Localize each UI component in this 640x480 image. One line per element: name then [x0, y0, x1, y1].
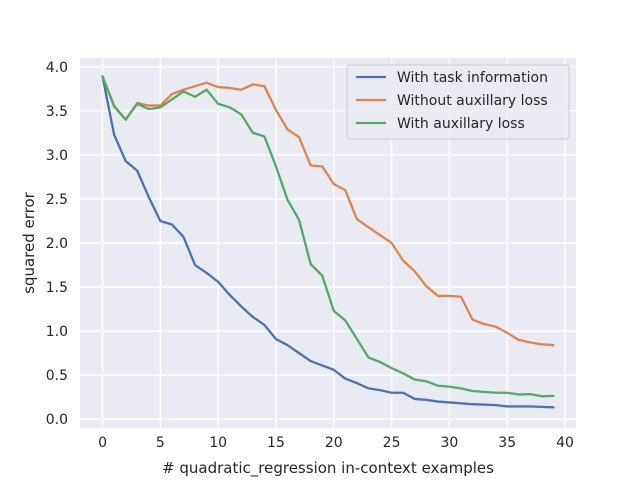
series-line-1: [101, 75, 555, 409]
y-axis-label: squared error: [20, 191, 38, 294]
tick-labels: 0 5 10 15 20 25 30 35 40 0.0 0.5 1.0 1.5 2.0 2.5 3.0 3.5…: [46, 60, 574, 451]
x-tick-label: 40: [556, 435, 574, 451]
y-tick-label: 4.0: [46, 60, 68, 76]
y-tick-label: 1.5: [46, 280, 68, 296]
x-tick-label: 0: [98, 435, 107, 451]
x-tick-label: 10: [209, 435, 227, 451]
legend-box: [346, 64, 570, 140]
y-tick-label: 0.0: [46, 412, 68, 428]
legend: With task information Without auxillary l…: [346, 64, 570, 140]
series-line-2: [101, 75, 555, 347]
y-tick-label: 2.5: [46, 192, 68, 208]
y-tick-label: 3.5: [46, 104, 68, 120]
series-layer: [101, 75, 555, 409]
y-tick-label: 3.0: [46, 148, 68, 164]
series-line-3: [101, 75, 555, 398]
legend-label-2: Without auxillary loss: [397, 93, 548, 109]
x-tick-label: 25: [383, 435, 401, 451]
x-tick-label: 20: [325, 435, 343, 451]
x-axis-label: # quadratic_regression in-context exampl…: [162, 459, 494, 478]
x-tick-label: 5: [156, 435, 165, 451]
x-tick-label: 15: [267, 435, 285, 451]
x-tick-label: 30: [440, 435, 458, 451]
x-tick-label: 35: [498, 435, 516, 451]
y-tick-label: 2.0: [46, 236, 68, 252]
legend-label-1: With task information: [397, 70, 548, 86]
y-tick-label: 1.0: [46, 324, 68, 340]
y-tick-label: 0.5: [46, 368, 68, 384]
legend-label-3: With auxillary loss: [397, 116, 525, 132]
